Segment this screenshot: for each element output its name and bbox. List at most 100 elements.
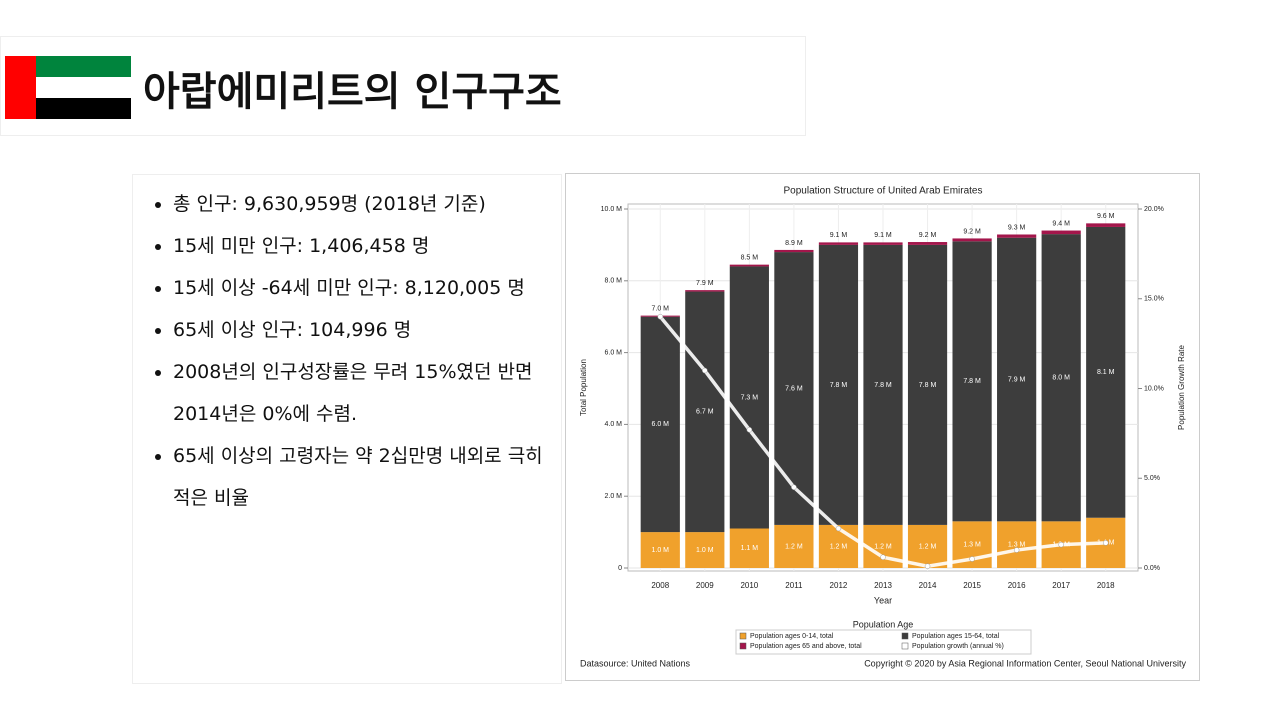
bar-segment bbox=[1086, 223, 1126, 227]
bullet: 총 인구: 9,630,959명 (2018년 기준) bbox=[173, 183, 543, 225]
bar-value-label: 8.1 M bbox=[1097, 369, 1115, 376]
bar-value-label: 7.3 M bbox=[741, 394, 759, 401]
bar-segment bbox=[1041, 234, 1081, 522]
legend-title: Population Age bbox=[853, 619, 914, 629]
x-tick-label: 2015 bbox=[963, 581, 981, 590]
bullet: 15세 미만 인구: 1,406,458 명 bbox=[173, 225, 543, 267]
text-box: 총 인구: 9,630,959명 (2018년 기준)15세 미만 인구: 1,… bbox=[132, 174, 562, 684]
bar-segment bbox=[729, 264, 769, 267]
bar-segment bbox=[1041, 230, 1081, 235]
bar-value-label: 1.2 M bbox=[785, 543, 803, 550]
y-axis-label: Total Population bbox=[579, 359, 588, 416]
legend-label: Population ages 15-64, total bbox=[912, 633, 1000, 640]
bar-segment bbox=[818, 244, 859, 525]
bar-segment bbox=[818, 242, 859, 245]
bar-segment bbox=[907, 524, 948, 568]
total-label: 9.1 M bbox=[874, 232, 892, 239]
total-label: 9.4 M bbox=[1052, 220, 1070, 227]
legend-swatch bbox=[739, 642, 747, 650]
total-label: 9.1 M bbox=[830, 232, 848, 239]
bar-value-label: 1.3 M bbox=[963, 542, 981, 549]
source: Datasource: United Nations bbox=[580, 658, 691, 668]
x-axis-label: Year bbox=[874, 595, 892, 605]
bar-segment bbox=[1086, 226, 1126, 518]
growth-marker bbox=[835, 525, 842, 532]
chart: Population Structure of United Arab Emir… bbox=[579, 186, 1186, 669]
bar-segment bbox=[997, 237, 1037, 522]
bar-value-label: 7.8 M bbox=[874, 382, 892, 389]
bar-segment bbox=[863, 244, 903, 525]
bar-value-label: 1.2 M bbox=[830, 543, 848, 550]
bullet: 65세 이상 인구: 104,996 명 bbox=[173, 309, 543, 351]
x-tick-label: 2018 bbox=[1097, 581, 1115, 590]
flag bbox=[5, 56, 131, 119]
bullet: 15세 이상 -64세 미만 인구: 8,120,005 명 bbox=[173, 267, 543, 309]
total-label: 9.2 M bbox=[919, 232, 937, 239]
growth-marker bbox=[791, 484, 797, 490]
total-label: 8.9 M bbox=[785, 240, 803, 247]
slide-title: 아랍에미리트의 인구구조 bbox=[143, 69, 562, 115]
total-label: 7.0 M bbox=[652, 305, 670, 312]
legend-label: Population growth (annual %) bbox=[912, 643, 1004, 650]
bullet-list: 총 인구: 9,630,959명 (2018년 기준)15세 미만 인구: 1,… bbox=[133, 183, 543, 519]
x-tick-label: 2012 bbox=[830, 581, 848, 590]
y2-tick-label: 0.0% bbox=[1144, 565, 1160, 572]
bar-segment bbox=[729, 528, 769, 568]
bar-segment bbox=[907, 242, 948, 245]
growth-marker bbox=[880, 554, 886, 560]
y2-tick-label: 20.0% bbox=[1144, 206, 1164, 213]
header: 아랍에미리트의 인구구조 bbox=[0, 36, 806, 136]
legend-swatch bbox=[901, 632, 909, 640]
growth-marker bbox=[1102, 540, 1109, 546]
x-tick-label: 2016 bbox=[1008, 581, 1026, 590]
bar-value-label: 6.7 M bbox=[696, 409, 714, 416]
y-tick-label: 0 bbox=[618, 565, 622, 572]
growth-marker bbox=[969, 556, 975, 562]
total-label: 9.3 M bbox=[1008, 224, 1026, 231]
chart-box: Population Structure of United Arab Emir… bbox=[565, 173, 1200, 681]
y-tick-label: 6.0 M bbox=[604, 349, 622, 356]
growth-marker bbox=[657, 313, 664, 320]
bar-segment bbox=[907, 244, 948, 525]
bar-value-label: 1.2 M bbox=[919, 543, 937, 550]
growth-marker bbox=[746, 427, 753, 433]
bullet: 65세 이상의 고령자는 약 2십만명 내외로 극히 적은 비율 bbox=[173, 435, 543, 519]
bar-segment bbox=[640, 316, 680, 533]
bar-value-label: 7.8 M bbox=[963, 378, 981, 385]
x-tick-label: 2010 bbox=[740, 581, 758, 590]
y-tick-label: 4.0 M bbox=[604, 421, 622, 428]
growth-marker bbox=[1058, 541, 1064, 548]
y2-axis-label: Population Growth Rate bbox=[1177, 344, 1186, 429]
bar-value-label: 7.6 M bbox=[785, 385, 803, 392]
chart-title: Population Structure of United Arab Emir… bbox=[784, 186, 983, 197]
bar-segment bbox=[774, 249, 814, 253]
x-tick-label: 2013 bbox=[874, 581, 892, 590]
legend-label: Population ages 65 and above, total bbox=[750, 643, 862, 650]
bar-value-label: 1.3 M bbox=[1008, 542, 1026, 549]
legend-swatch bbox=[739, 632, 747, 640]
bar-segment bbox=[997, 521, 1037, 568]
y2-tick-label: 5.0% bbox=[1144, 475, 1160, 482]
growth-marker bbox=[702, 367, 708, 374]
bar-segment bbox=[685, 291, 725, 533]
y-tick-label: 2.0 M bbox=[604, 493, 622, 500]
total-label: 7.9 M bbox=[696, 280, 714, 287]
bar-value-label: 1.1 M bbox=[741, 545, 759, 552]
y2-tick-label: 10.0% bbox=[1144, 385, 1164, 392]
legend-label: Population ages 0-14, total bbox=[750, 633, 834, 640]
bar-segment bbox=[863, 242, 903, 245]
total-label: 9.6 M bbox=[1097, 213, 1115, 220]
bar-value-label: 7.8 M bbox=[830, 382, 848, 389]
bar-value-label: 1.0 M bbox=[652, 547, 670, 554]
bar-segment bbox=[774, 252, 814, 525]
bullet: 2008년의 인구성장률은 무려 15%였던 반면 2014년은 0%에 수렴. bbox=[173, 351, 543, 435]
y2-tick-label: 15.0% bbox=[1144, 296, 1164, 303]
bar-segment bbox=[774, 524, 814, 568]
x-tick-label: 2014 bbox=[919, 581, 937, 590]
growth-marker bbox=[1013, 547, 1020, 553]
x-tick-label: 2008 bbox=[651, 581, 669, 590]
bar-segment bbox=[952, 238, 992, 242]
y-tick-label: 8.0 M bbox=[604, 278, 622, 285]
bar-segment bbox=[997, 234, 1037, 238]
bar-value-label: 7.9 M bbox=[1008, 376, 1026, 383]
